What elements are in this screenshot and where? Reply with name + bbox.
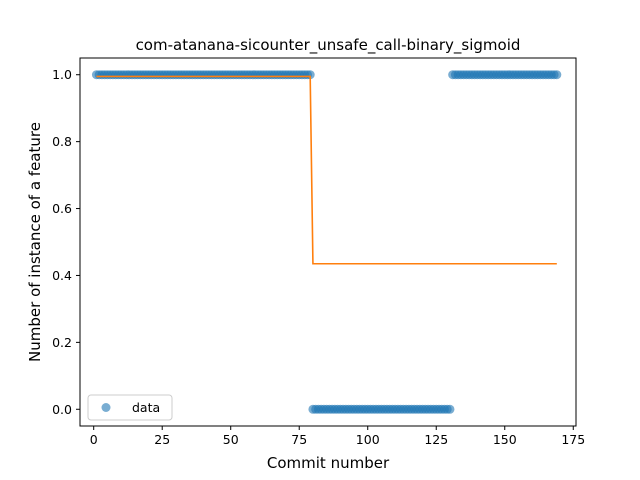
y-tick-label: 1.0: [52, 67, 72, 82]
y-axis-label: Number of instance of a feature: [26, 122, 44, 362]
legend-label-data: data: [132, 400, 160, 415]
x-tick-label: 125: [424, 432, 448, 447]
x-tick-label: 50: [223, 432, 239, 447]
data-points-group: [91, 70, 562, 414]
axes-frame: [79, 57, 577, 427]
x-axis-label: Commit number: [267, 454, 390, 472]
fit-line-group: [96, 75, 557, 265]
x-tick-label: 0: [90, 432, 98, 447]
x-tick-label: 25: [154, 432, 170, 447]
legend: data: [87, 394, 173, 421]
x-axis: 0 25 50 75 100 125 150 175: [90, 426, 585, 447]
fit-line: [96, 75, 557, 265]
x-tick-label: 100: [356, 432, 380, 447]
chart-title: com-atanana-sicounter_unsafe_call-binary…: [136, 36, 521, 55]
data-point: [445, 404, 455, 414]
y-axis: 0.0 0.2 0.4 0.6 0.8 1.0: [52, 67, 80, 417]
x-tick-label: 150: [493, 432, 517, 447]
x-tick-label: 175: [561, 432, 585, 447]
y-tick-label: 0.4: [52, 268, 72, 283]
legend-marker: [101, 403, 111, 412]
y-tick-label: 0.8: [52, 134, 72, 149]
y-tick-label: 0.2: [52, 335, 72, 350]
x-tick-label: 75: [291, 432, 307, 447]
y-tick-label: 0.6: [52, 201, 72, 216]
y-tick-label: 0.0: [52, 402, 72, 417]
legend-box: [87, 394, 173, 421]
data-point: [552, 70, 562, 80]
